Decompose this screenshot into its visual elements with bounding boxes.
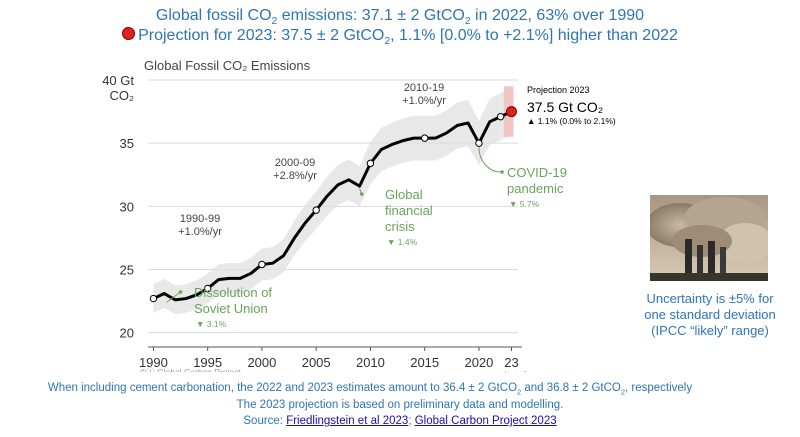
x-tick-label: 23 [504, 355, 518, 370]
headline-sub: 2 [271, 16, 278, 28]
covid-label: pandemic [507, 181, 564, 196]
x-tick-label: 2005 [302, 355, 331, 370]
gfc-label: financial [385, 203, 433, 218]
soviet-leader [166, 291, 181, 303]
emissions-line [152, 115, 502, 302]
x-tick-label: 2000 [247, 355, 276, 370]
projection-note: The 2023 projection is based on prelimin… [236, 399, 564, 411]
period-label-1990s: 1990-99 [180, 213, 220, 225]
cement-note: When including cement carbonation, the 2… [0, 381, 770, 399]
covid-pct: ▼ 5.7% [509, 199, 540, 209]
x-tick-label: 2015 [410, 355, 439, 370]
projection-value: 37.5 Gt CO₂ [527, 99, 603, 115]
gfc-leader-dot [359, 192, 364, 196]
global-carbon-project-link[interactable]: Global Carbon Project 2023 [414, 415, 557, 427]
y-tick-label: 20 [120, 326, 134, 341]
y-tick-label: 30 [120, 199, 134, 214]
soviet-leader-dot [178, 290, 183, 294]
uncertainty-band [153, 86, 514, 315]
data-point [312, 206, 320, 214]
period-label-2010s: 2010-19 [404, 82, 444, 94]
y-tick-label: 35 [120, 136, 134, 151]
gfc-label: Global [385, 187, 423, 202]
period-label-2010s: +1.0%/yr [402, 95, 446, 107]
headline-text: emissions: 37.1 ± 2 GtCO [277, 7, 465, 24]
data-point [366, 159, 375, 168]
data-point [258, 260, 266, 269]
cement-note-sub: 2 [517, 387, 522, 397]
projection-point [505, 106, 517, 118]
uncertainty-note: Uncertainty is ±5% for one standard devi… [630, 291, 790, 339]
data-point [475, 139, 483, 147]
period-label-2000s: +2.8%/yr [273, 170, 317, 182]
period-label-1990s: +1.0%/yr [178, 226, 222, 238]
series-line [149, 106, 517, 303]
soviet-label: Dissolution of [194, 285, 272, 300]
headline-text: Global fossil CO [155, 7, 272, 24]
smokestack-photo [650, 195, 768, 281]
emissions-chart: 20 25 30 35 40 GtCO₂ 1990 1995 2000 2005 2010 2015… [102, 58, 616, 372]
covid-leader-dot [500, 170, 504, 174]
cement-note-text: When including cement carbonation, the 2… [47, 382, 518, 394]
source-line: Source: Friedlingstein et al 2023; Globa… [0, 414, 800, 428]
data-point [203, 284, 212, 293]
projection-headline-sub: 2 [384, 36, 391, 48]
y-axis-label: 40 Gt [102, 73, 134, 88]
x-tick-label: 1995 [193, 355, 222, 370]
headline-sub: 2 [464, 16, 471, 28]
soviet-label: Soviet Union [194, 301, 268, 316]
gfc-label: crisis [385, 219, 415, 234]
y-tick-label: 25 [120, 263, 134, 278]
source-label: Source: [243, 415, 287, 427]
cement-note-text: and 36.8 ± 2 GtCO [521, 382, 621, 394]
data-point [149, 294, 158, 303]
x-tick-sublabel: projected [493, 370, 526, 372]
data-point [496, 112, 505, 121]
projection-label: Projection 2023 [527, 85, 590, 95]
friedlingstein-link[interactable]: Friedlingstein et al 2023 [286, 415, 409, 427]
uncertainty-line: one standard deviation [644, 307, 776, 322]
gfc-pct: ▼ 1.4% [387, 237, 418, 247]
y-axis-unit: CO₂ [109, 88, 134, 103]
cement-note-sub: 2 [620, 387, 625, 397]
x-tick-label: 1990 [139, 355, 168, 370]
chart-title: Global Fossil CO₂ Emissions [144, 58, 311, 73]
cement-note-text: , respectively [625, 382, 693, 394]
data-point [420, 134, 429, 142]
credit: ©Ⓘ Global Carbon Project [140, 367, 241, 372]
chart-labels: 20 25 30 35 40 GtCO₂ 1990 1995 2000 2005 2010 2015… [102, 58, 616, 372]
projection-headline: Projection for 2023: 37.5 ± 2 GtCO2, 1.1… [0, 26, 800, 52]
x-tick-label: 2010 [356, 355, 385, 370]
covid-leader [478, 147, 501, 173]
covid-label: COVID-19 [507, 165, 567, 180]
headline-text: in 2022, 63% over 1990 [470, 7, 645, 24]
headline: Global fossil CO2 emissions: 37.1 ± 2 Gt… [0, 6, 800, 32]
projection-change: ▲ 1.1% (0.0% to 2.1%) [527, 116, 616, 126]
source-separator: ; [408, 415, 415, 427]
uncertainty-area [153, 87, 512, 315]
soviet-pct: ▼ 3.1% [196, 319, 227, 329]
projection-headline-text: , 1.1% [0.0% to +2.1%] higher than 2022 [390, 27, 678, 44]
uncertainty-line: Uncertainty is ±5% for [646, 291, 774, 306]
x-tick-label: 2020 [464, 355, 493, 370]
period-label-2000s: 2000-09 [275, 157, 315, 169]
projection-headline-text: Projection for 2023: 37.5 ± 2 GtCO [138, 27, 385, 44]
uncertainty-line: (IPCC “likely” range) [651, 323, 769, 338]
projection-dot-icon [122, 27, 136, 40]
